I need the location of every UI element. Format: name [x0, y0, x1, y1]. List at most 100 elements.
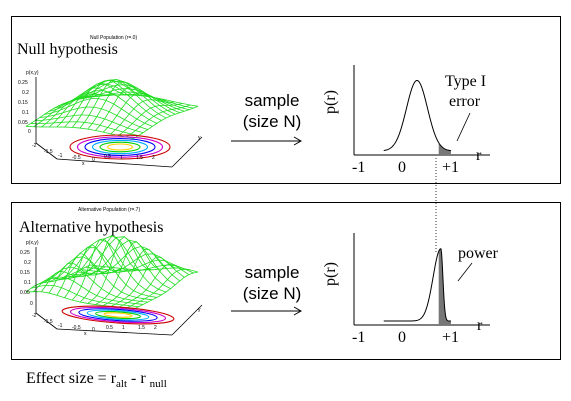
mesh-line	[57, 79, 167, 119]
alt-x-tick: 2	[154, 325, 157, 331]
null-hypothesis-panel: Null Population (r=.0) Null hypothesis p…	[11, 16, 561, 184]
contour-ring	[84, 138, 156, 156]
alt-x-tick: -1.5	[44, 319, 53, 325]
null-mesh-surface	[25, 79, 199, 139]
alt-x-tick: -2	[32, 313, 37, 319]
mesh-line	[71, 84, 180, 114]
null-population-title: Null Population (r=.0)	[90, 35, 138, 41]
contour-ring	[69, 306, 167, 324]
mesh-line	[30, 284, 139, 308]
alt-power-label: power	[458, 245, 498, 262]
null-ylabel: p(r)	[321, 90, 339, 114]
effect-prefix: Effect size = r	[26, 370, 117, 387]
contour-ring	[61, 305, 175, 325]
alt-y-axis-label: y	[198, 307, 201, 313]
null-arrow	[231, 136, 303, 146]
null-z-tick: 0.25	[18, 80, 28, 86]
power-pointer	[457, 262, 473, 282]
mesh-line	[41, 266, 106, 293]
alt-tick-zero: 0	[398, 329, 406, 346]
mesh-line	[89, 264, 199, 273]
null-heading: Null hypothesis	[17, 41, 118, 58]
mesh-line	[85, 93, 194, 109]
mesh-line	[89, 93, 199, 107]
mesh-line	[67, 239, 176, 286]
alt-pxy-label: p(x,y)	[26, 240, 39, 246]
alt-x-tick: 0.5	[106, 325, 113, 331]
mesh-line	[110, 99, 175, 135]
contour-ring	[91, 139, 149, 155]
null-z-tick: 0.1	[22, 110, 29, 116]
null-x-tick: -1	[58, 153, 63, 159]
alt-z-tick: 0.25	[20, 250, 30, 256]
null-surface-plot	[25, 77, 203, 168]
type1-pointer	[456, 112, 471, 142]
alt-ylabel: p(r)	[321, 262, 339, 286]
alt-x-axis-label: x	[84, 331, 87, 337]
dist-curve	[383, 79, 452, 152]
alt-z-tick: 0.1	[24, 280, 31, 286]
null-type1-label: Type I	[445, 73, 487, 90]
alt-z-tick: 0.2	[24, 260, 31, 266]
null-z-tick: 0.15	[18, 100, 28, 106]
mesh-line	[34, 276, 144, 305]
null-xlabel: r	[476, 147, 482, 164]
alt-heading: Alternative hypothesis	[19, 219, 164, 236]
mesh-line	[85, 264, 194, 274]
alt-x-tick: 1	[122, 325, 125, 331]
alt-contour-rings	[61, 305, 175, 325]
dist-curve	[383, 248, 451, 322]
contour-ring	[76, 136, 164, 158]
null-pxy-label: p(x,y)	[26, 70, 39, 76]
null-x-tick: 1	[120, 155, 123, 161]
null-sample-line2: (size N)	[242, 112, 302, 131]
null-x-tick: -1.5	[44, 149, 53, 155]
shaded-tail	[438, 142, 451, 155]
mesh-line	[62, 79, 171, 117]
alt-surface-plot	[25, 235, 203, 336]
contour-ring	[106, 143, 134, 151]
alt-mesh-surface	[25, 235, 199, 310]
alt-x-tick: 1.5	[138, 325, 145, 331]
null-tick-zero: 0	[398, 159, 406, 176]
null-z-tick: 0	[28, 129, 31, 135]
alt-z-tick: 0	[30, 301, 33, 307]
null-x-tick: -2	[32, 143, 37, 149]
mesh-line	[30, 121, 139, 136]
mesh-line	[133, 271, 199, 310]
null-z-tick: 0.2	[22, 90, 29, 96]
alt-tick-plus-one: +1	[442, 329, 460, 346]
null-z-tick: 0.05	[18, 120, 28, 126]
alt-x-tick: -0.5	[72, 325, 81, 331]
mesh-line	[62, 236, 171, 290]
mesh-line	[76, 253, 185, 278]
mesh-line	[71, 245, 180, 282]
mesh-line	[48, 90, 158, 124]
null-contour-rings	[69, 134, 171, 160]
alt-distribution-chart	[353, 233, 490, 326]
alt-sample-label: sample (size N)	[227, 262, 317, 304]
null-x-tick: 1.5	[136, 155, 143, 161]
effect-mid: - r	[127, 370, 150, 387]
null-distribution-chart	[353, 65, 490, 156]
effect-sub-null: null	[149, 378, 167, 391]
mesh-line	[48, 247, 157, 298]
null-x-tick: 2	[152, 155, 155, 161]
alt-z-tick: 0.05	[20, 290, 30, 296]
alt-sample-line2: (size N)	[242, 284, 302, 303]
null-x-tick: 0	[92, 157, 95, 163]
alt-arrow	[231, 306, 303, 316]
contour-ring	[86, 309, 150, 321]
contour-ring	[103, 312, 133, 318]
alt-x-tick: -1	[58, 323, 63, 329]
null-x-tick: -0.5	[72, 155, 81, 161]
mesh-line	[53, 239, 162, 296]
contour-ring	[78, 308, 158, 322]
mesh-line	[67, 80, 176, 115]
contour-ring	[99, 141, 141, 153]
mesh-line	[35, 114, 144, 134]
null-x-tick: 0.5	[104, 154, 111, 160]
null-surface-axes	[35, 77, 203, 168]
mesh-line	[39, 266, 148, 303]
alternative-hypothesis-panel: Alternative Population (r=.7) Alternativ…	[11, 202, 561, 360]
